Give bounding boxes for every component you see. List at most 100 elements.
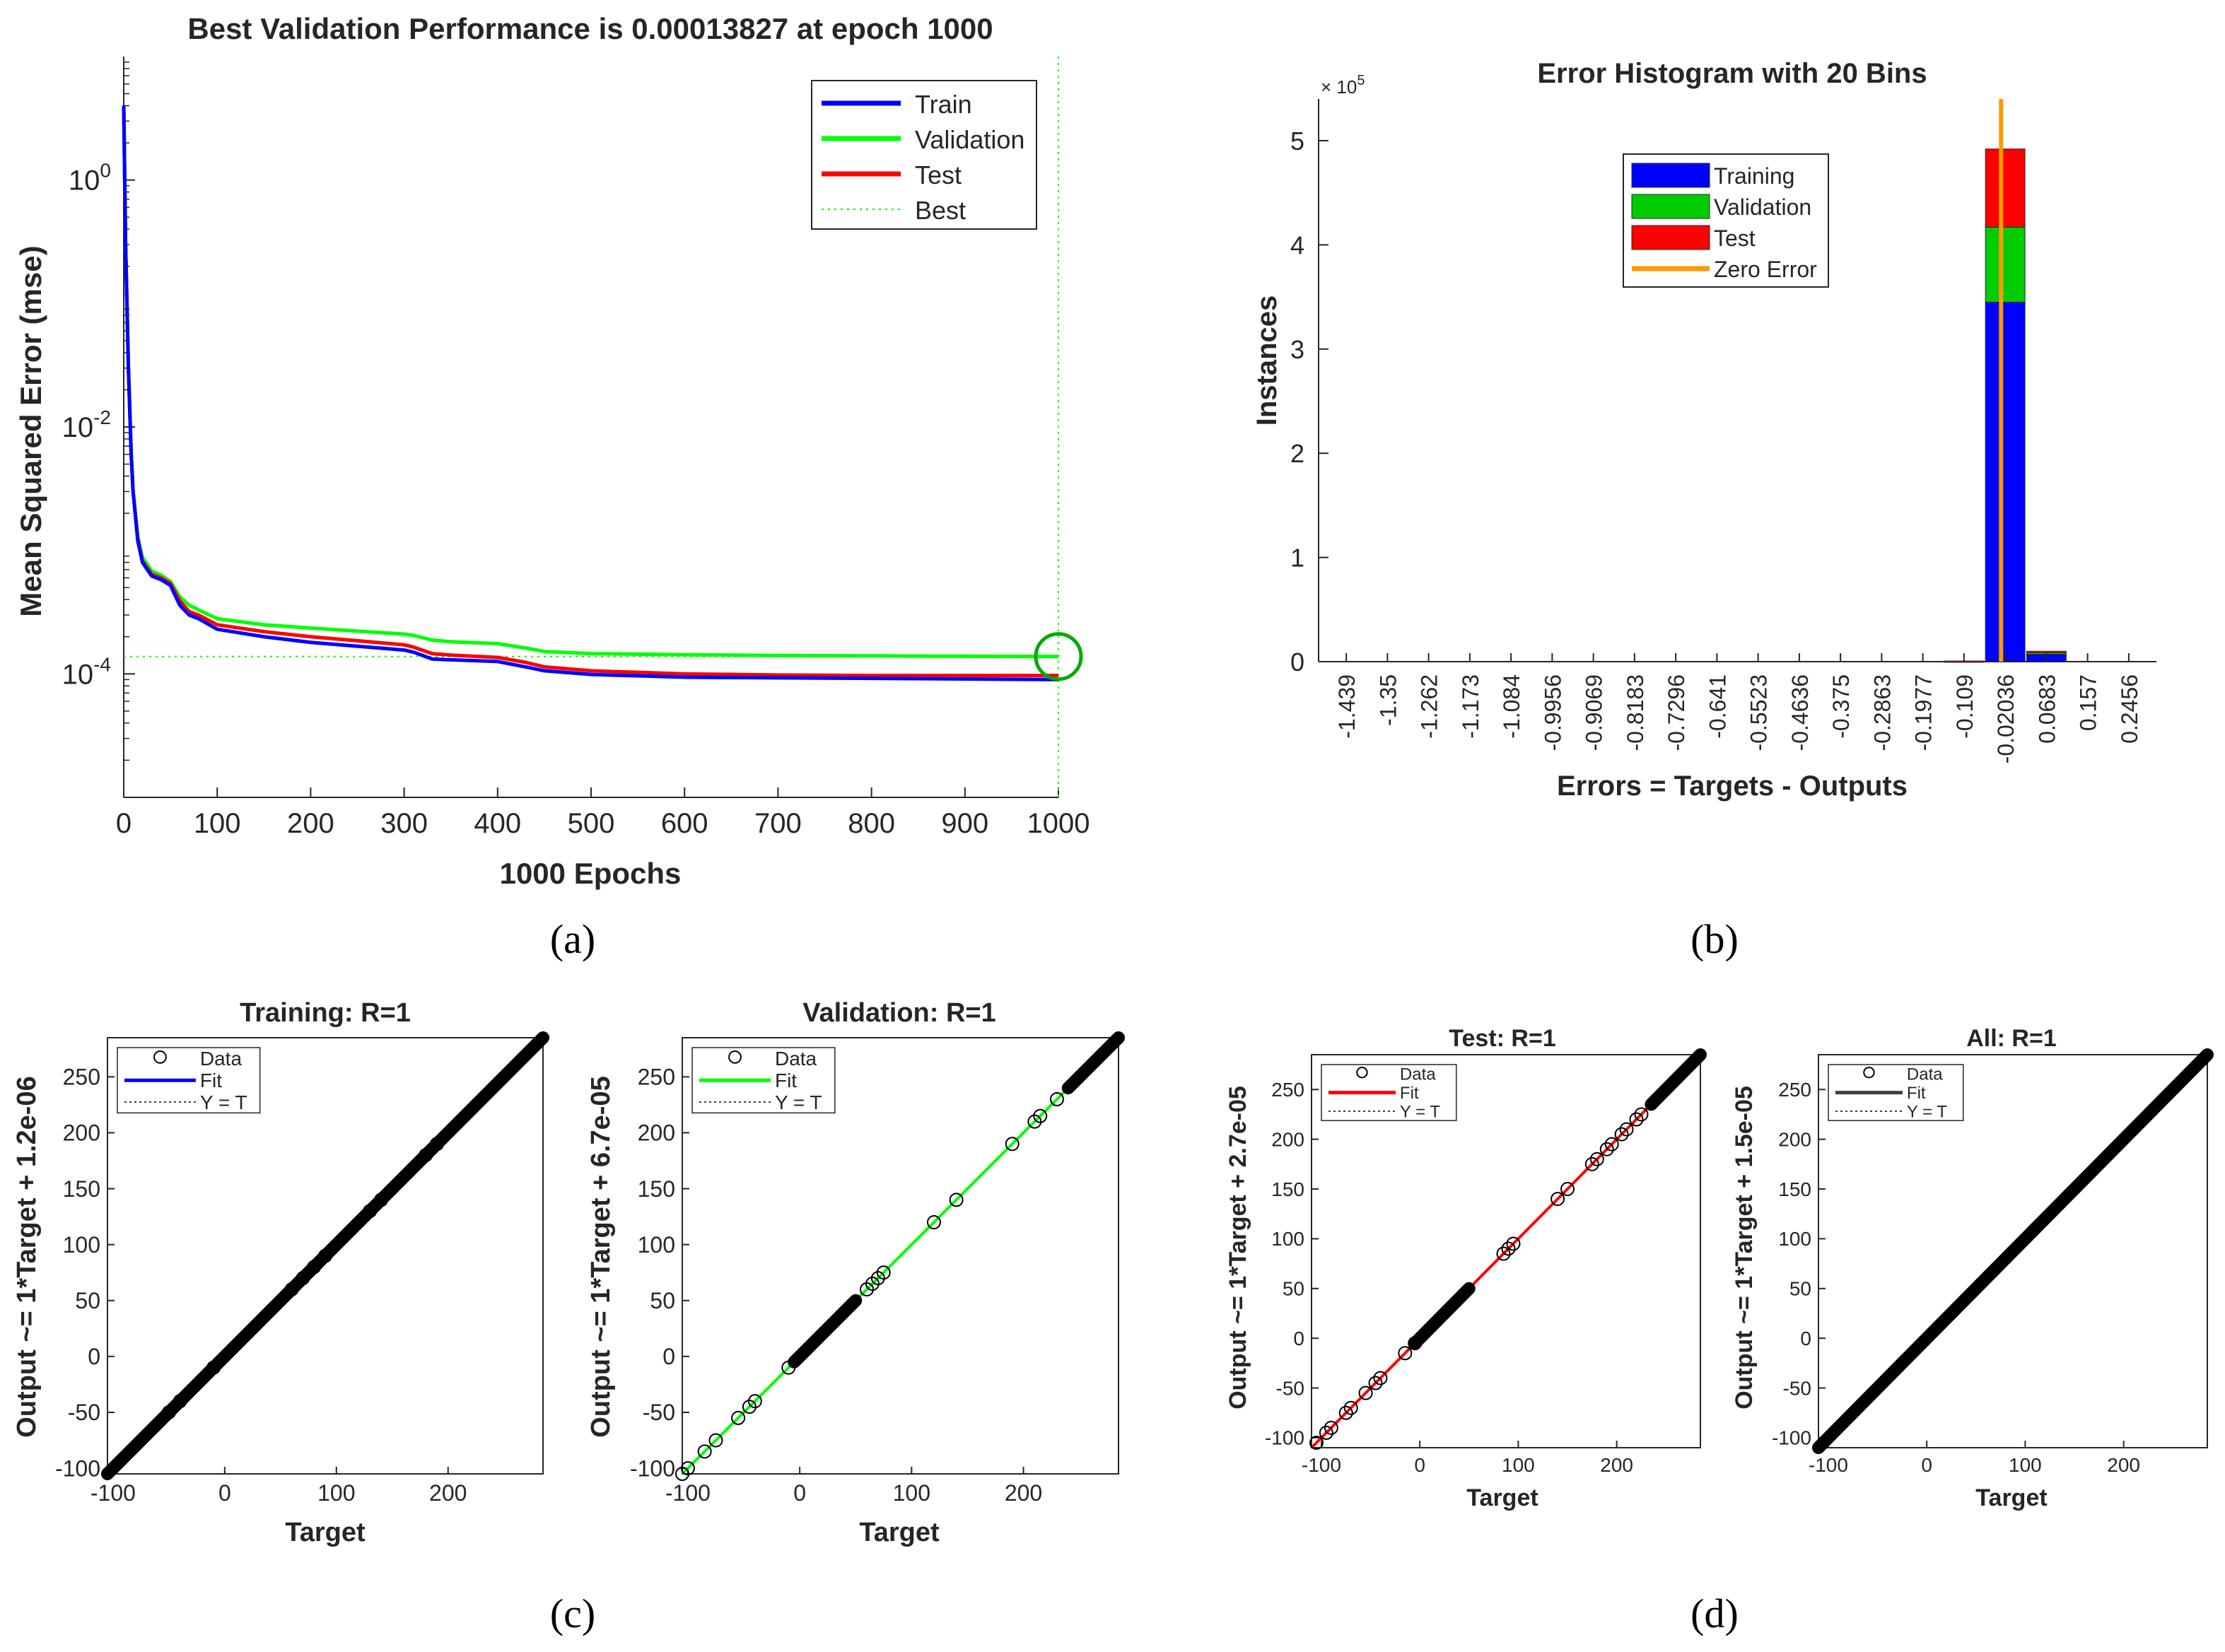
test-title: Test: R=1 [1449,1025,1555,1052]
all-y-tick-label: -100 [1772,1427,1811,1449]
hist-legend-label-validation: Validation [1714,194,1811,220]
test-data-point [1373,1371,1388,1386]
validation-data-point [1005,1137,1020,1152]
test-xlabel: Target [1466,1484,1538,1511]
hist-plot-area: 0 1 2 3 4 5 -1.439 -1.35 -1.262 -1.173 -1.084 -0.99… [1290,99,2156,763]
hist-x-tick-label: -0.5523 [1746,674,1772,751]
validation-data-point [860,1282,875,1296]
hist-x-tick-label: -0.1977 [1911,674,1937,751]
training-data-point [419,1148,433,1163]
panel-c: -100 0 100 200-100-50050100150200250DataFit… [12,998,1125,1547]
hist-y-tick-label: 4 [1290,230,1304,259]
training-x-tick-label: 0 [218,1480,231,1506]
training-data-point [296,1271,310,1286]
perf-x-tick-label: 300 [380,808,428,839]
validation-data-point [865,1277,880,1291]
training-data-point [363,1204,378,1219]
hist-x-tick-label: -1.173 [1458,674,1483,739]
validation-x-tick-label: -100 [665,1480,711,1506]
training-data-point [206,1360,221,1375]
all-y-tick-label: 200 [1778,1128,1811,1150]
hist-x-tick-label: -0.7296 [1664,674,1689,751]
panel-a: 0 100 200 300 400 500 600 700 800 900 1000 100 10-2 1… [14,12,1090,890]
perf-x-tick-label: 800 [848,808,895,839]
hist-x-tick-label: -0.9069 [1582,674,1607,751]
hist-x-tick-label: -0.9956 [1540,674,1565,751]
test-data-point [1614,1127,1629,1142]
perf-x-tick-label: 100 [194,808,241,839]
test-y-tick-label: 100 [1271,1228,1304,1250]
validation-legend-swatch-data [728,1050,742,1064]
test-legend-label-fit: Fit [1400,1084,1419,1103]
hist-y-tick-label: 3 [1290,335,1304,364]
perf-plot-area: 0 100 200 300 400 500 600 700 800 900 1000 100 10-2 1… [62,57,1090,839]
test-y-tick-label: 0 [1293,1328,1304,1349]
hist-x-tick-label: -1.262 [1417,674,1442,739]
validation-data-point [1033,1108,1048,1123]
hist-bar-test [2026,650,2067,653]
training-y-tick-label: 100 [63,1232,100,1258]
validation-y-tick-label: 250 [638,1065,675,1090]
test-legend-swatch-data [1356,1067,1368,1079]
perf-x-tick-label: 1000 [1027,808,1090,839]
test-y-tick-label: 200 [1271,1128,1304,1150]
training-ylabel: Output ~= 1*Target + 1.2e-06 [12,1076,42,1437]
test-y-tick-label: 50 [1283,1278,1304,1300]
training-legend-label-fit: Fit [200,1070,222,1091]
all-x-tick-label: 200 [2107,1454,2140,1476]
hist-x-tick-label: -0.109 [1952,674,1978,739]
all-y-tick-label: 0 [1800,1328,1811,1349]
training-title: Training: R=1 [240,998,411,1028]
perf-xlabel: 1000 Epochs [500,857,682,890]
all-plot-area: -100 0 100 200 -100 -50 0 50 100 150 200 250 DataFit… [1772,1048,2214,1476]
training-y-tick-label: 200 [63,1120,100,1146]
test-data-point [1551,1192,1565,1207]
hist-y-tick-label: 5 [1290,127,1304,156]
panel-label-b: (b) [1690,916,1739,962]
perf-x-tick-label: 400 [474,808,521,839]
test-data-point [1496,1246,1511,1261]
hist-legend-swatch-validation [1631,194,1710,219]
training-xlabel: Target [285,1518,366,1547]
test-ylabel: Output ~= 1*Target + 2.7e-05 [1225,1086,1251,1410]
test-x-tick-label: 0 [1414,1454,1425,1476]
validation-data-point [742,1400,757,1414]
training-y-tick-label: 250 [63,1065,100,1090]
all-legend-label-data: Data [1907,1065,1943,1084]
perf-x-tick-label: 0 [116,808,132,839]
hist-legend-label-test: Test [1714,225,1756,251]
hist-ylabel: Instances [1251,295,1283,426]
all-y-tick-label: 250 [1778,1079,1811,1101]
test-data-point [1343,1400,1358,1415]
training-data-point [429,1137,444,1152]
test-y-tick-label: -50 [1276,1377,1304,1399]
training-data-point [161,1405,176,1419]
test-data-point [1604,1137,1619,1152]
validation-y-tick-label: 150 [638,1176,675,1202]
all-title: All: R=1 [1966,1025,2057,1052]
test-data-dense [1645,1048,1707,1111]
validation-fit-line [681,1036,1120,1475]
training-data-point [318,1248,332,1263]
test-data-point [1324,1420,1338,1435]
perf-x-tick-label: 700 [754,808,802,839]
validation-y-tick-label: -50 [643,1400,675,1425]
test-data-point [1634,1107,1649,1122]
perf-x-tick-label: 600 [661,808,708,839]
all-legend-label-yeqt: Y = T [1907,1102,1947,1121]
validation-legend-label-yeqt: Y = T [775,1091,822,1113]
all-data-dense [1812,1048,2214,1454]
hist-bar-training [1985,301,2026,662]
all-ylabel: Output ~= 1*Target + 1.5e-05 [1731,1086,1758,1410]
validation-y-tick-label: 100 [638,1232,675,1258]
test-data-point [1501,1241,1516,1256]
test-data-point [1319,1425,1333,1440]
hist-xlabel: Errors = Targets - Outputs [1557,771,1908,802]
hist-x-tick-label: -0.8183 [1623,674,1648,751]
validation-x-tick-label: 0 [793,1480,806,1506]
test-plot-area: -100 0 100 200 -100 -50 0 50 100 150 200 250 DataFit… [1265,1048,1707,1476]
perf-legend-label-test: Test [915,160,962,189]
test-y-tick-label: -100 [1265,1427,1304,1449]
test-data-point [1408,1336,1423,1351]
validation-data-point [870,1271,885,1286]
